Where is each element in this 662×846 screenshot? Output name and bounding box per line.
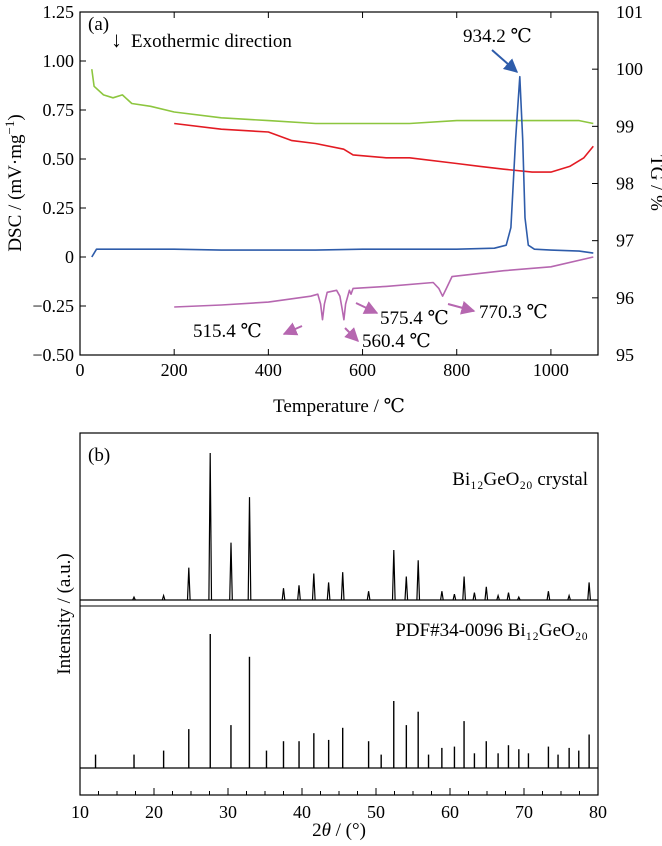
crystal-peak [440, 591, 444, 601]
a-y-left-tick-label: 1.25 [43, 2, 75, 22]
a-series-line-3 [174, 256, 594, 321]
a-x-tick-label: 1000 [533, 360, 569, 380]
panel-b: 10 20 30 40 50 60 70 80 (b) Bi₁₂GeO₂₀ crystal P… [54, 432, 607, 841]
a-y-right-tick-label: 100 [616, 59, 643, 79]
a-series-line-2 [91, 75, 594, 258]
crystal-peak [546, 591, 551, 601]
a-annotation-label: 560.4 ℃ [362, 331, 431, 352]
dsc-title-main: DSC / (mV·mg [5, 134, 26, 252]
dsc-title-sup: −1 [2, 121, 17, 135]
crystal-peak [567, 593, 571, 601]
crystal-peak [161, 593, 166, 601]
degree-unit: / (°) [331, 820, 366, 841]
panel-a-y-left-title: DSC / (mV·mg−1) [2, 114, 27, 251]
b-x-tick-label: 30 [219, 802, 237, 822]
panel-a-x-axis-title: Temperature / ℃ [273, 396, 405, 417]
a-y-left-tick-label: 0.75 [43, 100, 75, 120]
a-annotation-arrow [344, 327, 359, 342]
crystal-peak [404, 576, 409, 601]
a-x-tick-label: 600 [349, 360, 376, 380]
panel-b-ticks: 10 20 30 40 50 60 70 80 [71, 788, 607, 822]
panel-b-x-axis-title: 2θ / (°) [312, 820, 366, 841]
crystal-peak [311, 573, 316, 601]
a-x-tick-label: 800 [443, 360, 470, 380]
a-annotation-arrow [447, 300, 476, 315]
crystal-pattern-label: Bi₁₂GeO₂₀ crystal [452, 469, 588, 490]
a-y-right-tick-label: 98 [616, 174, 634, 194]
a-annotation-arrow [491, 49, 519, 73]
a-y-right-tick-label: 96 [616, 288, 634, 308]
theta-symbol: θ [322, 820, 331, 841]
panel-b-label: (b) [88, 445, 110, 466]
a-y-left-tick-label: 1.00 [43, 51, 75, 71]
a-series-line-0 [91, 69, 594, 125]
b-x-tick-label: 10 [71, 802, 89, 822]
panel-a-label: (a) [88, 14, 109, 35]
crystal-peak [496, 593, 500, 601]
dsc-title-end: ) [5, 114, 26, 120]
crystal-peak [340, 572, 345, 601]
crystal-peak [587, 582, 591, 601]
a-x-tick-label: 200 [161, 360, 188, 380]
crystal-peak [366, 591, 371, 601]
a-annotation-arrow [355, 301, 379, 314]
b-x-tick-label: 60 [441, 802, 459, 822]
crystal-peak [516, 595, 521, 601]
exothermic-direction-label: Exothermic direction [131, 31, 292, 52]
a-annotation-label: 770.3 ℃ [479, 302, 548, 323]
a-y-right-tick-label: 97 [616, 231, 634, 251]
crystal-peak [391, 549, 396, 601]
crystal-peak [297, 585, 301, 601]
a-annotation-label: 575.4 ℃ [380, 308, 449, 329]
panel-a-ticks: 0 200 400 600 800 10001.251.000.750.500.250−0… [32, 2, 643, 380]
panel-a-series [91, 69, 594, 321]
panel-a-y-right-title: TG / % [646, 155, 662, 211]
a-y-right-tick-label: 95 [616, 345, 634, 365]
a-y-left-tick-label: 0.50 [43, 149, 75, 169]
a-y-left-tick-label: −0.25 [32, 296, 74, 316]
reference-pattern-label: PDF#34-0096 Bi₁₂GeO₂₀ [395, 620, 588, 641]
crystal-peak [208, 452, 213, 601]
crystal-peak [281, 588, 286, 601]
two-theta-prefix: 2 [312, 820, 322, 841]
a-x-tick-label: 400 [255, 360, 282, 380]
panel-a: 0 200 400 600 800 10001.251.000.750.500.250−0… [2, 2, 662, 417]
reference-pattern [80, 634, 598, 769]
crystal-peak [247, 497, 252, 601]
b-x-tick-label: 50 [367, 802, 385, 822]
exothermic-arrow-icon: ↓ [111, 27, 122, 52]
crystal-peak [326, 582, 331, 601]
crystal-peak [416, 560, 421, 601]
b-x-tick-label: 40 [293, 802, 311, 822]
a-series-line-1 [174, 122, 594, 173]
crystal-peak [462, 576, 466, 601]
a-y-right-tick-label: 99 [616, 116, 634, 136]
a-x-tick-label: 0 [76, 360, 85, 380]
crystal-peak [452, 593, 457, 601]
crystal-peak [186, 567, 191, 601]
b-x-tick-label: 80 [589, 802, 607, 822]
crystal-peak [484, 586, 489, 601]
crystal-peak [132, 595, 136, 601]
a-annotation-arrow [282, 322, 303, 336]
b-x-tick-label: 20 [145, 802, 163, 822]
panel-b-y-axis-title: Intensity / (a.u.) [54, 553, 75, 674]
crystal-peak [229, 542, 233, 601]
crystal-pattern [80, 452, 598, 601]
a-annotation-label: 934.2 ℃ [463, 26, 532, 47]
a-y-left-tick-label: 0.25 [43, 198, 75, 218]
a-y-left-tick-label: 0 [65, 247, 74, 267]
crystal-peak [506, 592, 511, 601]
a-annotation-label: 515.4 ℃ [193, 321, 262, 342]
b-x-tick-label: 70 [515, 802, 533, 822]
crystal-peak [472, 592, 477, 601]
a-y-right-tick-label: 101 [616, 2, 643, 22]
a-y-left-tick-label: −0.50 [32, 345, 74, 365]
